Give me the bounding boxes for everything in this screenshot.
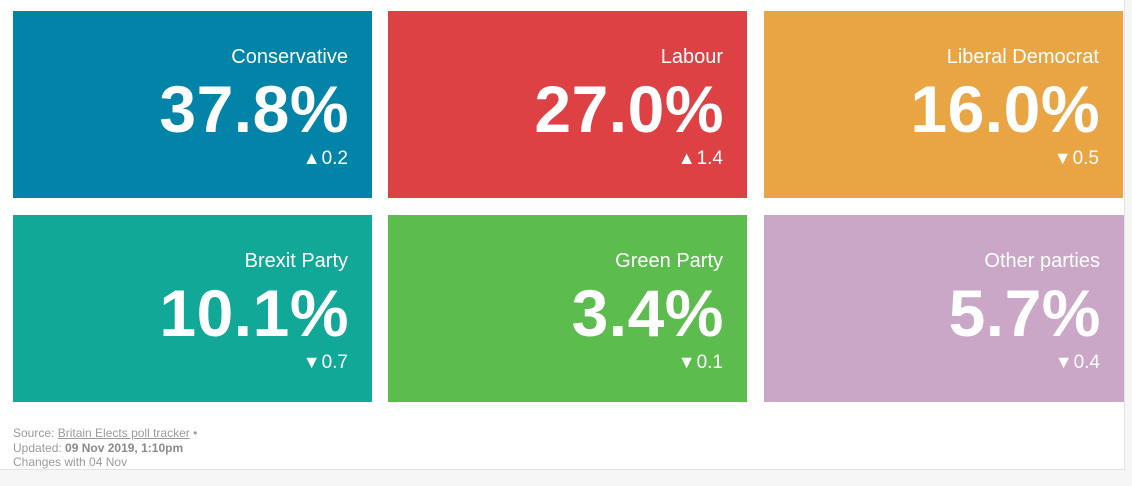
up-arrow-icon: ▲ — [677, 148, 696, 168]
change-indicator: ▼0.7 — [303, 352, 348, 373]
source-separator: • — [189, 426, 198, 440]
vote-share: 27.0% — [534, 72, 724, 146]
vote-share: 16.0% — [910, 72, 1100, 146]
change-indicator: ▼0.1 — [678, 352, 723, 373]
party-name: Conservative — [231, 46, 348, 68]
source-footer: Source: Britain Elects poll tracker • Up… — [13, 426, 197, 470]
change-value: 0.2 — [321, 148, 348, 169]
source-prefix: Source: — [13, 426, 58, 440]
party-tile-green-party: Green Party 3.4% ▼0.1 — [388, 215, 747, 402]
up-arrow-icon: ▲ — [302, 148, 321, 168]
changes-note: Changes with 04 Nov — [13, 455, 128, 469]
party-tile-conservative: Conservative 37.8% ▲0.2 — [13, 11, 372, 198]
change-value: 0.7 — [321, 352, 348, 373]
change-value: 0.5 — [1072, 148, 1099, 169]
party-tile-liberal-democrat: Liberal Democrat 16.0% ▼0.5 — [764, 11, 1123, 198]
source-line: Source: Britain Elects poll tracker • — [13, 426, 197, 441]
change-indicator: ▼0.5 — [1054, 148, 1099, 169]
change-indicator: ▲0.2 — [303, 148, 348, 169]
party-tile-brexit-party: Brexit Party 10.1% ▼0.7 — [13, 215, 372, 402]
party-name: Liberal Democrat — [946, 46, 1099, 68]
updated-prefix: Updated: — [13, 440, 66, 455]
party-tile-other-parties: Other parties 5.7% ▼0.4 — [764, 215, 1124, 402]
vote-share: 10.1% — [159, 276, 349, 350]
updated-line: Updated: 09 Nov 2019, 1:10pm — [13, 441, 197, 456]
change-value: 0.4 — [1073, 352, 1100, 373]
party-tile-labour: Labour 27.0% ▲1.4 — [388, 11, 747, 198]
source-link[interactable]: Britain Elects poll tracker — [57, 426, 190, 440]
vote-share: 37.8% — [159, 72, 349, 146]
down-arrow-icon: ▼ — [302, 352, 321, 372]
change-value: 0.1 — [696, 352, 723, 373]
party-name: Green Party — [615, 250, 723, 272]
down-arrow-icon: ▼ — [1053, 148, 1072, 168]
party-name: Brexit Party — [244, 250, 348, 272]
change-indicator: ▲1.4 — [678, 148, 723, 169]
poll-tracker-panel: Conservative 37.8% ▲0.2 Labour 27.0% ▲1.… — [0, 0, 1125, 470]
vote-share: 5.7% — [948, 276, 1101, 350]
down-arrow-icon: ▼ — [1054, 352, 1073, 372]
down-arrow-icon: ▼ — [677, 352, 696, 372]
party-name: Other parties — [984, 250, 1100, 272]
change-value: 1.4 — [696, 148, 723, 169]
change-indicator: ▼0.4 — [1055, 352, 1100, 373]
vote-share: 3.4% — [571, 276, 724, 350]
party-name: Labour — [660, 46, 723, 68]
updated-timestamp: 09 Nov 2019, 1:10pm — [65, 440, 184, 455]
